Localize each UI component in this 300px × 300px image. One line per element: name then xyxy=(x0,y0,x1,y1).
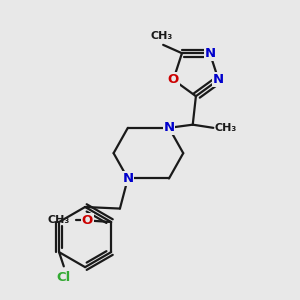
Text: CH₃: CH₃ xyxy=(150,31,173,41)
Text: N: N xyxy=(213,73,224,86)
Text: CH₃: CH₃ xyxy=(48,215,70,225)
Text: O: O xyxy=(168,73,179,86)
Text: O: O xyxy=(82,214,93,227)
Text: N: N xyxy=(164,121,175,134)
Text: Cl: Cl xyxy=(57,271,71,284)
Text: N: N xyxy=(122,172,134,185)
Text: N: N xyxy=(204,47,215,60)
Text: CH₃: CH₃ xyxy=(215,123,237,133)
